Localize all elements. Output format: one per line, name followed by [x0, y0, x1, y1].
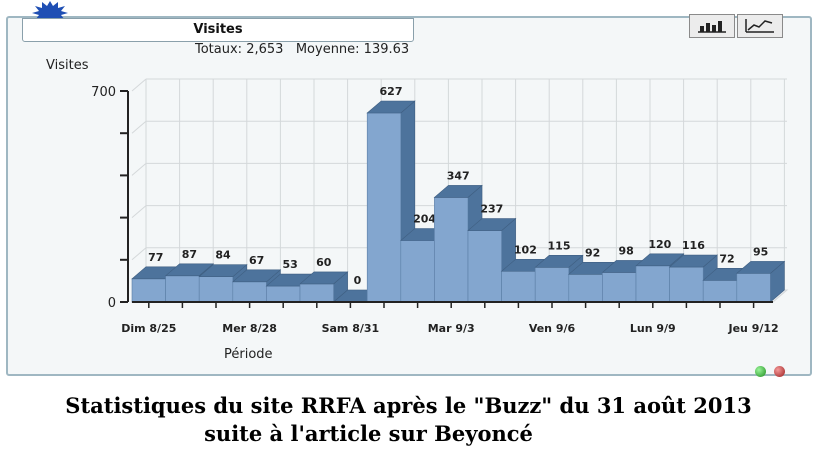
data-label: 53: [283, 258, 298, 271]
bar: [702, 279, 738, 303]
data-label: 115: [548, 239, 571, 252]
totals-value: Totaux: 2,653: [195, 42, 284, 57]
bar: [165, 275, 200, 303]
bar-top: [735, 261, 786, 274]
grid-line: [131, 163, 147, 176]
bar-chart: 77 87 84 67 53 60 0 627 204 347 237 102 115 92 98 120 11…: [91, 78, 789, 335]
x-tick-label: Mer 8/28: [222, 322, 277, 335]
data-label: 60: [316, 256, 332, 269]
bar: [400, 240, 435, 303]
y-tick-label: 700: [91, 85, 116, 100]
data-label: 98: [619, 244, 634, 257]
caption-line-1: Statistiques du site RRFA après le "Buzz…: [65, 393, 752, 418]
bar-top: [366, 100, 416, 114]
chart-title-box: Visites: [22, 18, 414, 42]
data-label: 102: [514, 243, 537, 256]
data-label: 627: [380, 85, 403, 98]
bar-top: [198, 264, 248, 277]
bar: [434, 197, 469, 303]
status-green-icon: [755, 366, 766, 377]
average-value: Moyenne: 139.63: [295, 42, 410, 57]
bar-top: [467, 218, 517, 231]
data-label: 92: [585, 246, 600, 259]
status-red-icon: [774, 366, 785, 377]
data-label: 0: [354, 274, 362, 287]
grid-line: [131, 247, 147, 261]
bar-top: [433, 185, 483, 198]
caption: Statistiques du site RRFA après le "Buzz…: [0, 392, 817, 448]
bar-top: [635, 253, 685, 267]
y-axis-title: Visites: [46, 58, 89, 73]
bar: [534, 267, 570, 303]
x-axis-title: Période: [224, 347, 273, 362]
data-label: 347: [447, 169, 470, 182]
bar-top: [231, 269, 282, 283]
data-label: 204: [413, 213, 436, 226]
bar: [602, 272, 637, 303]
data-label: 237: [480, 203, 503, 216]
data-label: 87: [182, 248, 197, 261]
bar: [501, 270, 536, 303]
bar: [131, 278, 166, 303]
data-label: 95: [753, 245, 768, 258]
grid-line: [131, 205, 147, 218]
bar: [266, 285, 301, 303]
line-chart-icon: [745, 19, 774, 33]
x-tick-label: Sam 8/31: [322, 322, 380, 335]
bar-chart-icon: [698, 21, 726, 33]
bar: [232, 281, 267, 303]
grid-line: [131, 78, 147, 92]
x-tick-label: Lun 9/9: [630, 322, 676, 335]
line-chart-button[interactable]: [737, 14, 783, 38]
bar: [736, 273, 771, 303]
bar-top: [164, 263, 215, 277]
chart-title: Visites: [193, 22, 243, 37]
bar: [669, 266, 704, 303]
x-tick-label: Mar 9/3: [428, 322, 475, 335]
grid-line: [131, 120, 147, 134]
bar-top: [299, 271, 349, 285]
x-tick-label: Jeu 9/12: [727, 322, 778, 335]
data-label: 72: [719, 252, 734, 265]
x-tick-label: Dim 8/25: [121, 322, 176, 335]
y-tick-label: 0: [108, 296, 116, 311]
data-label: 120: [648, 238, 671, 251]
x-tick-label: Ven 9/6: [529, 322, 576, 335]
data-label: 67: [249, 254, 264, 267]
bar: [198, 276, 234, 303]
totals-line: Totaux: 2,653 Moyenne: 139.63: [195, 42, 409, 57]
logo-icon: [32, 1, 68, 20]
data-label: 77: [148, 251, 163, 264]
caption-line-2: suite à l'article sur Beyoncé: [204, 421, 533, 446]
data-label: 116: [682, 239, 705, 252]
bar: [366, 112, 402, 303]
bar-chart-button[interactable]: [689, 14, 735, 38]
bar: [299, 283, 334, 303]
bar-top: [534, 255, 584, 268]
bar: [568, 273, 603, 303]
bar: [635, 265, 670, 303]
bar: [467, 230, 502, 303]
bar-top: [668, 254, 719, 268]
data-label: 84: [215, 249, 231, 262]
